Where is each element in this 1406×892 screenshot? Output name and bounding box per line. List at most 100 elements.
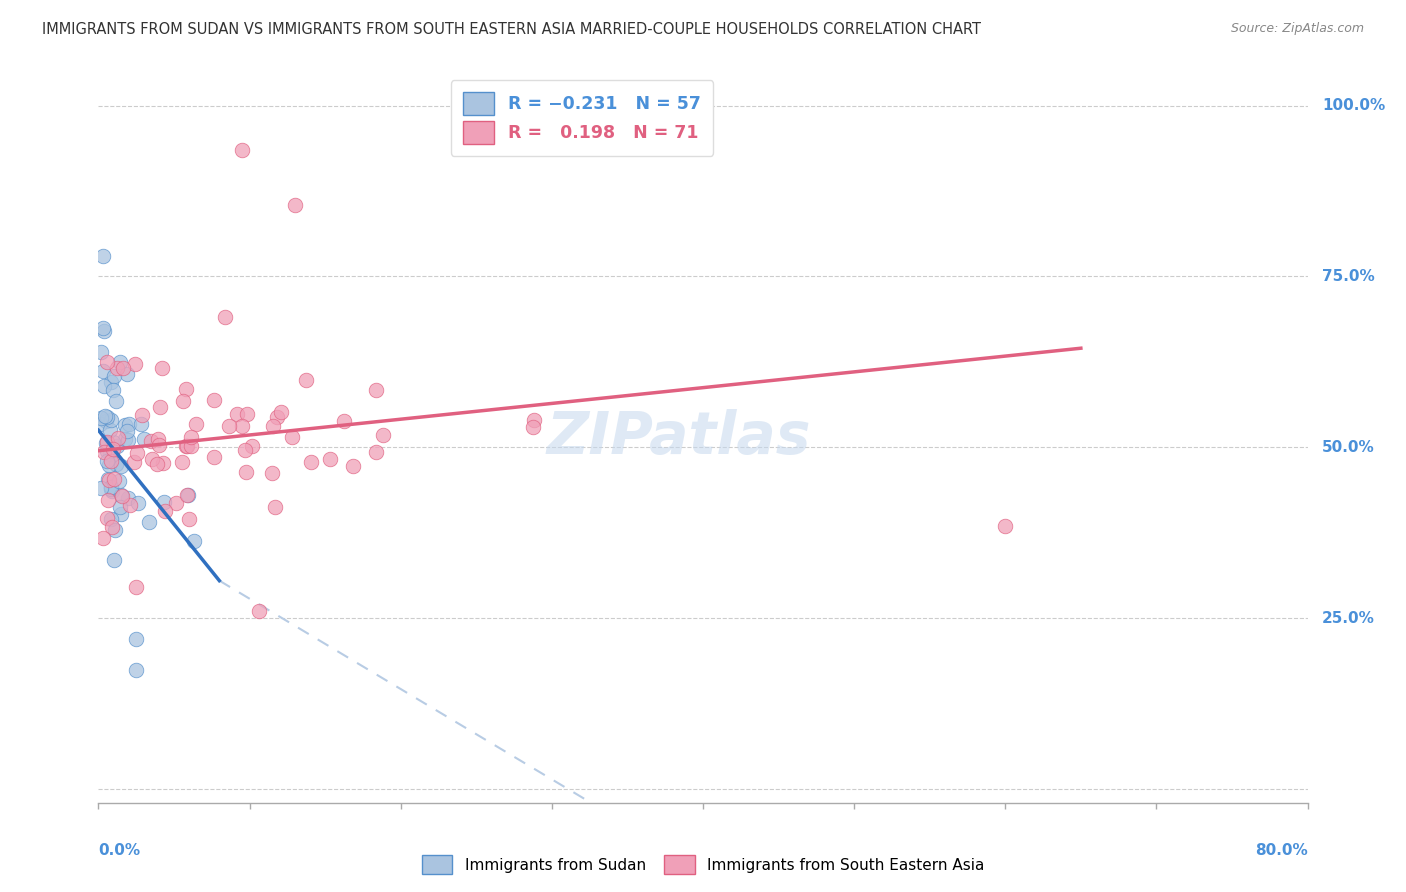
Point bbox=[122, 455, 145, 469]
Point bbox=[366, 444, 388, 458]
Point bbox=[94, 414, 117, 428]
Point bbox=[174, 382, 197, 396]
Point bbox=[146, 458, 169, 472]
Point bbox=[93, 445, 115, 459]
Point bbox=[180, 439, 202, 453]
Point bbox=[125, 632, 148, 646]
Point bbox=[111, 489, 134, 503]
Point bbox=[103, 384, 125, 398]
Point bbox=[91, 320, 114, 334]
Point bbox=[127, 446, 149, 460]
Point bbox=[262, 418, 284, 433]
Point bbox=[138, 515, 160, 529]
Point bbox=[247, 604, 270, 618]
Point bbox=[371, 427, 394, 442]
Point bbox=[202, 393, 225, 408]
Point bbox=[118, 417, 141, 431]
Point bbox=[97, 472, 120, 486]
Point bbox=[131, 417, 153, 431]
Point bbox=[100, 376, 122, 390]
Point bbox=[184, 417, 207, 431]
Point bbox=[117, 491, 139, 506]
Point bbox=[97, 473, 120, 487]
Point bbox=[125, 663, 148, 677]
Point bbox=[176, 439, 198, 453]
Point bbox=[107, 431, 129, 445]
Legend: R = −0.231   N = 57, R =   0.198   N = 71: R = −0.231 N = 57, R = 0.198 N = 71 bbox=[451, 80, 713, 156]
Point bbox=[108, 355, 131, 369]
Point bbox=[176, 439, 198, 453]
Point bbox=[114, 432, 136, 446]
Point bbox=[91, 364, 114, 378]
Point bbox=[177, 512, 200, 526]
Point bbox=[281, 430, 304, 444]
Text: ZIPatlas: ZIPatlas bbox=[547, 409, 811, 466]
Point bbox=[90, 411, 112, 425]
Point bbox=[994, 519, 1017, 533]
Point bbox=[522, 413, 544, 427]
Point bbox=[149, 400, 172, 414]
Point bbox=[111, 361, 134, 376]
Point bbox=[114, 417, 136, 432]
Point bbox=[235, 407, 257, 421]
Point bbox=[97, 492, 120, 507]
Text: IMMIGRANTS FROM SUDAN VS IMMIGRANTS FROM SOUTH EASTERN ASIA MARRIED-COUPLE HOUSE: IMMIGRANTS FROM SUDAN VS IMMIGRANTS FROM… bbox=[42, 22, 981, 37]
Point bbox=[91, 249, 114, 263]
Point bbox=[127, 496, 149, 510]
Point bbox=[172, 393, 194, 408]
Point bbox=[264, 500, 287, 515]
Point bbox=[218, 419, 240, 434]
Point bbox=[240, 439, 263, 453]
Point bbox=[100, 413, 122, 427]
Point bbox=[105, 361, 128, 376]
Point bbox=[177, 488, 200, 502]
Point bbox=[93, 324, 115, 338]
Point bbox=[284, 197, 307, 211]
Point bbox=[124, 357, 146, 371]
Point bbox=[100, 479, 122, 493]
Point bbox=[319, 452, 342, 467]
Point bbox=[183, 533, 205, 548]
Point bbox=[89, 417, 111, 431]
Point bbox=[153, 504, 176, 518]
Point bbox=[115, 367, 138, 381]
Point bbox=[105, 439, 128, 453]
Point bbox=[231, 143, 253, 157]
Point bbox=[101, 442, 124, 456]
Text: 25.0%: 25.0% bbox=[1322, 611, 1375, 625]
Point bbox=[117, 424, 139, 438]
Point bbox=[148, 438, 170, 452]
Point bbox=[91, 531, 114, 545]
Point bbox=[104, 524, 127, 538]
Point bbox=[262, 466, 284, 480]
Point bbox=[366, 383, 388, 397]
Point bbox=[93, 378, 115, 392]
Text: 50.0%: 50.0% bbox=[1322, 440, 1375, 455]
Point bbox=[96, 454, 118, 468]
Point bbox=[202, 450, 225, 465]
Point bbox=[96, 354, 118, 368]
Point bbox=[117, 433, 139, 447]
Point bbox=[104, 457, 127, 471]
Point bbox=[176, 488, 198, 502]
Point bbox=[96, 410, 118, 425]
Point bbox=[96, 443, 118, 458]
Point bbox=[103, 368, 125, 383]
Point bbox=[100, 484, 122, 499]
Point bbox=[333, 414, 356, 428]
Point bbox=[103, 553, 125, 567]
Point bbox=[100, 512, 122, 526]
Point bbox=[110, 459, 132, 474]
Point bbox=[125, 580, 148, 594]
Point bbox=[146, 433, 169, 447]
Legend: Immigrants from Sudan, Immigrants from South Eastern Asia: Immigrants from Sudan, Immigrants from S… bbox=[416, 849, 990, 880]
Point bbox=[103, 472, 125, 486]
Text: 75.0%: 75.0% bbox=[1322, 268, 1375, 284]
Point bbox=[94, 409, 117, 423]
Point bbox=[131, 408, 153, 422]
Point bbox=[235, 465, 257, 479]
Point bbox=[342, 458, 364, 473]
Text: 80.0%: 80.0% bbox=[1254, 843, 1308, 858]
Point bbox=[97, 458, 120, 472]
Point bbox=[110, 507, 132, 521]
